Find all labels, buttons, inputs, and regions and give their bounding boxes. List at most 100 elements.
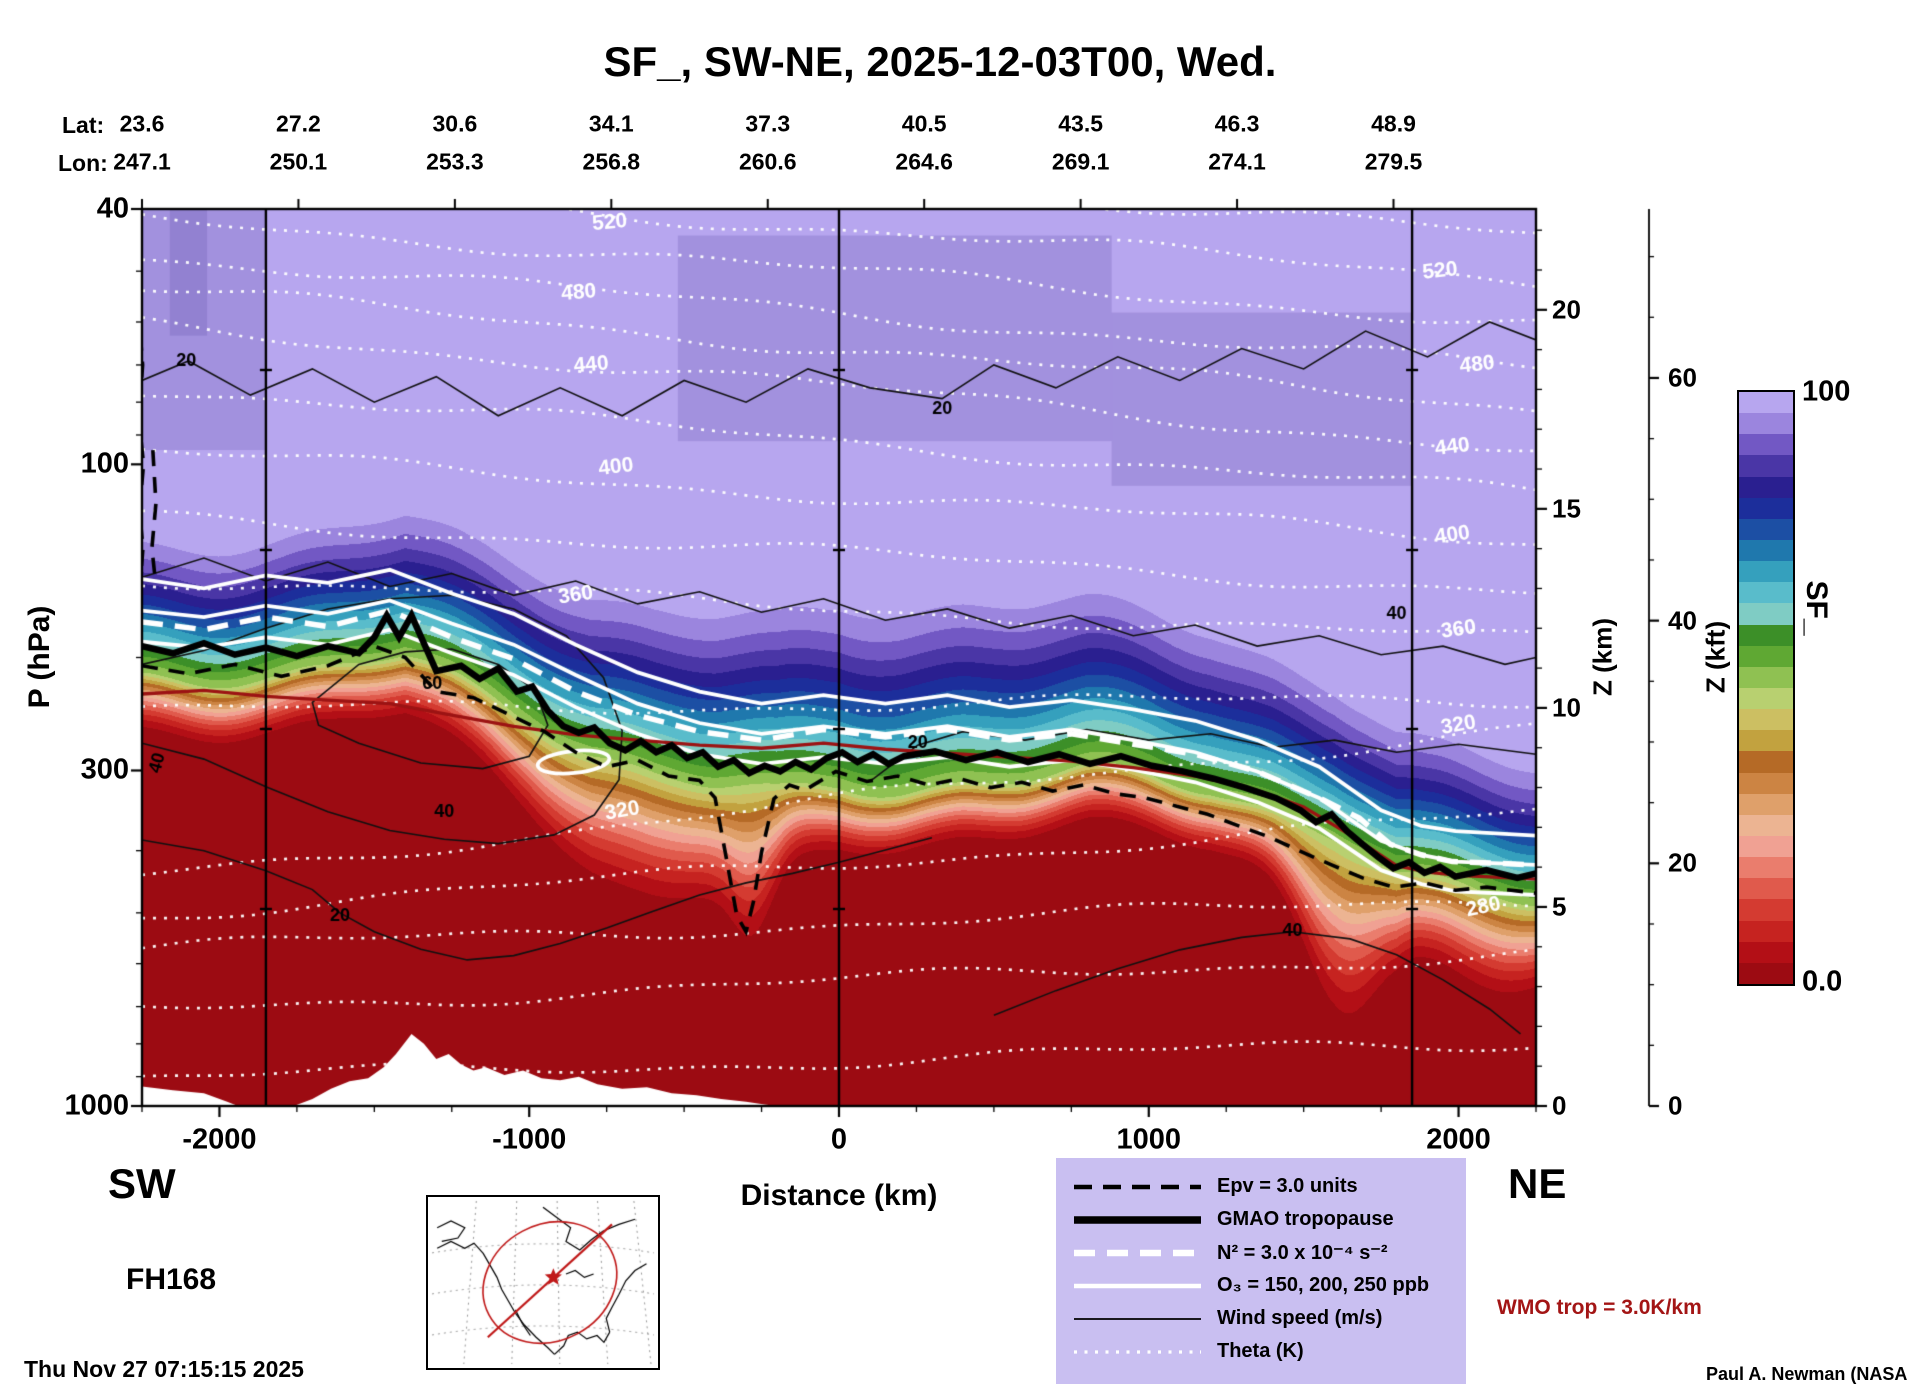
colorbar-segment bbox=[1739, 413, 1793, 435]
colorbar-segment bbox=[1739, 603, 1793, 625]
colorbar-segment bbox=[1739, 793, 1793, 815]
colorbar-segment bbox=[1739, 920, 1793, 942]
colorbar-segment bbox=[1739, 709, 1793, 731]
lon-value: 256.8 bbox=[582, 148, 641, 175]
zkm-tick-label: 5 bbox=[1552, 891, 1567, 922]
colorbar-segment bbox=[1739, 878, 1793, 900]
map-canvas bbox=[428, 1197, 658, 1368]
map-inset bbox=[426, 1195, 660, 1370]
legend-items: Epv = 3.0 units GMAO tropopause N² = 3.0 x… bbox=[1070, 1170, 1452, 1368]
lon-axis-prefix: Lon: bbox=[58, 150, 108, 176]
x-tick-label: -2000 bbox=[182, 1123, 257, 1156]
p-tick-label: 300 bbox=[80, 753, 129, 786]
legend-line-sample bbox=[1074, 1184, 1201, 1189]
lat-value: 48.9 bbox=[1371, 110, 1416, 137]
x-tick-label: 2000 bbox=[1426, 1123, 1491, 1156]
zkft-tick-label: 40 bbox=[1668, 605, 1697, 636]
pressure-axis-label: P (hPa) bbox=[23, 605, 56, 709]
colorbar-segment bbox=[1739, 539, 1793, 562]
x-tick-label: -1000 bbox=[492, 1123, 567, 1156]
colorbar-segment bbox=[1739, 899, 1793, 921]
colorbar-segment bbox=[1739, 476, 1793, 498]
lat-value: 43.5 bbox=[1058, 110, 1104, 137]
zkft-tick-label: 0 bbox=[1668, 1090, 1683, 1121]
legend-line-sample bbox=[1074, 1317, 1201, 1320]
lon-value: 269.1 bbox=[1051, 148, 1110, 175]
lon-value: 253.3 bbox=[426, 148, 484, 175]
legend-item: N² = 3.0 x 10⁻⁴ s⁻² bbox=[1070, 1236, 1452, 1269]
p-tick-label: 40 bbox=[96, 192, 129, 225]
lon-value: 247.1 bbox=[113, 148, 171, 175]
lat-value: 34.1 bbox=[588, 110, 634, 137]
p-tick-label: 100 bbox=[80, 447, 129, 480]
distance-axis-label: Distance (km) bbox=[740, 1179, 938, 1212]
legend-item: GMAO tropopause bbox=[1070, 1203, 1452, 1236]
legend-item: O₃ = 150, 200, 250 ppb bbox=[1070, 1269, 1452, 1302]
colorbar-segment bbox=[1739, 730, 1793, 752]
colorbar bbox=[1737, 390, 1795, 986]
colorbar-segment bbox=[1739, 687, 1793, 710]
zkft-tick-label: 60 bbox=[1668, 362, 1697, 393]
zkm-tick-label: 15 bbox=[1552, 493, 1581, 524]
legend-line-sample bbox=[1074, 1215, 1201, 1224]
legend-label: GMAO tropopause bbox=[1217, 1208, 1394, 1230]
lat-value: 46.3 bbox=[1214, 110, 1260, 137]
legend-line-sample bbox=[1074, 1283, 1201, 1288]
legend-item: Theta (K) bbox=[1070, 1335, 1452, 1368]
p-tick-label: 1000 bbox=[64, 1089, 129, 1122]
colorbar-segment bbox=[1739, 941, 1793, 963]
colorbar-segment bbox=[1739, 434, 1793, 456]
colorbar-segment bbox=[1739, 751, 1793, 773]
zkft-axis-label: Z (kft) bbox=[1700, 620, 1731, 694]
colorbar-segment bbox=[1739, 582, 1793, 604]
colorbar-segment bbox=[1739, 835, 1793, 858]
lat-value: 37.3 bbox=[745, 110, 791, 137]
legend-label: O₃ = 150, 200, 250 ppb bbox=[1217, 1274, 1430, 1296]
x-tick-label: 1000 bbox=[1116, 1123, 1182, 1156]
colorbar-title: SF_ bbox=[1800, 580, 1833, 636]
colorbar-segment bbox=[1739, 518, 1793, 540]
lat-value: 30.6 bbox=[432, 110, 478, 137]
colorbar-segment bbox=[1739, 455, 1793, 477]
colorbar-segment bbox=[1739, 962, 1793, 984]
colorbar-segment bbox=[1739, 392, 1793, 414]
legend: Epv = 3.0 units GMAO tropopause N² = 3.0 x… bbox=[1056, 1158, 1466, 1384]
zkm-tick-label: 0 bbox=[1552, 1090, 1567, 1121]
cross-section-plot bbox=[117, 184, 1677, 1174]
colorbar-segment bbox=[1739, 814, 1793, 836]
colorbar-min-label: 0.0 bbox=[1802, 965, 1843, 998]
lon-value: 279.5 bbox=[1364, 148, 1423, 175]
lon-value: 264.6 bbox=[895, 148, 953, 175]
zkm-tick-label: 10 bbox=[1552, 692, 1581, 723]
wmo-trop-label: WMO trop = 3.0K/km bbox=[1497, 1296, 1702, 1319]
colorbar-segment bbox=[1739, 624, 1793, 646]
plot-title: SF_, SW-NE, 2025-12-03T00, Wed. bbox=[603, 38, 1277, 85]
lon-value: 274.1 bbox=[1208, 148, 1266, 175]
legend-item: Wind speed (m/s) bbox=[1070, 1302, 1452, 1335]
colorbar-segment bbox=[1739, 666, 1793, 688]
timestamp: Thu Nov 27 07:15:15 2025 bbox=[24, 1356, 304, 1382]
zkm-axis-label: Z (km) bbox=[1587, 618, 1618, 696]
ne-corner-label: NE bbox=[1508, 1160, 1567, 1207]
credit: Paul A. Newman (NASA bbox=[1706, 1364, 1908, 1384]
legend-label: Wind speed (m/s) bbox=[1217, 1307, 1383, 1329]
colorbar-segment bbox=[1739, 497, 1793, 519]
legend-line-sample bbox=[1074, 1349, 1201, 1354]
legend-label: Theta (K) bbox=[1217, 1340, 1304, 1362]
legend-label: Epv = 3.0 units bbox=[1217, 1175, 1358, 1197]
colorbar-segment bbox=[1739, 772, 1793, 794]
colorbar-segment bbox=[1739, 857, 1793, 879]
forecast-hour-label: FH168 bbox=[126, 1263, 217, 1296]
colorbar-max-label: 100 bbox=[1802, 375, 1851, 408]
zkm-tick-label: 20 bbox=[1552, 294, 1581, 325]
lat-value: 40.5 bbox=[901, 110, 947, 137]
legend-line-sample bbox=[1074, 1249, 1201, 1256]
lat-value: 27.2 bbox=[276, 110, 321, 137]
sw-corner-label: SW bbox=[108, 1160, 176, 1207]
colorbar-segment bbox=[1739, 645, 1793, 667]
lon-value: 260.6 bbox=[738, 148, 797, 175]
legend-label: N² = 3.0 x 10⁻⁴ s⁻² bbox=[1217, 1242, 1388, 1264]
lon-value: 250.1 bbox=[269, 148, 328, 175]
lat-value: 23.6 bbox=[119, 110, 165, 137]
